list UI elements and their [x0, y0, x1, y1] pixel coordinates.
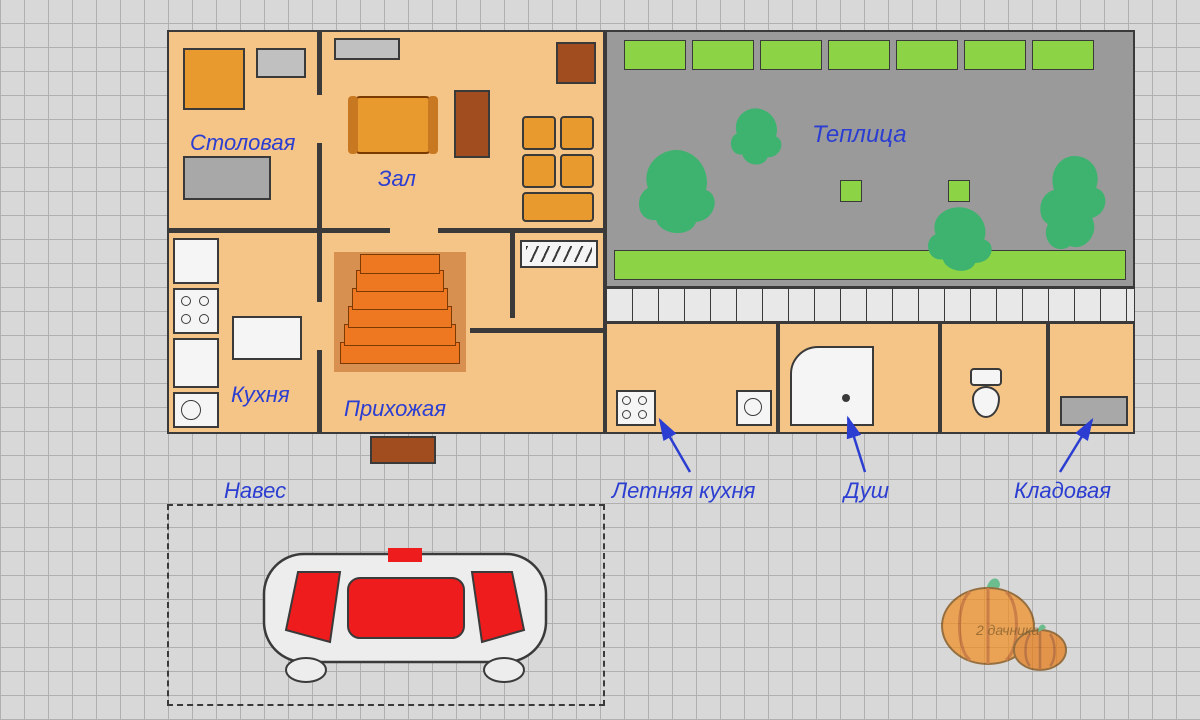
- pumpkin-icon: [936, 566, 1076, 676]
- door-living-hallway: [390, 228, 438, 233]
- wall-horizontal-mid: [167, 228, 605, 233]
- bed-top-3: [760, 40, 822, 70]
- skitchen-stove: [616, 390, 656, 426]
- kitchen-counter-2: [173, 338, 219, 388]
- living-table: [454, 90, 490, 158]
- living-shelf-1: [334, 38, 400, 60]
- kitchen-counter-1: [173, 238, 219, 284]
- living-ottoman-3: [522, 154, 556, 188]
- label-shower: Душ: [844, 478, 889, 504]
- living-cabinet: [556, 42, 596, 84]
- living-ottoman-5: [522, 192, 594, 222]
- plant-3: [914, 200, 1004, 272]
- sk-sink-basin: [744, 398, 762, 416]
- plant-1: [626, 140, 726, 240]
- plant-2: [720, 100, 790, 170]
- bed-top-6: [964, 40, 1026, 70]
- service-div-2: [938, 322, 942, 434]
- kitchen-table: [232, 316, 302, 360]
- door-dining: [317, 95, 322, 143]
- bed-top-5: [896, 40, 958, 70]
- kitchen-stove: [173, 288, 219, 334]
- bed-top-1: [624, 40, 686, 70]
- walkway: [605, 288, 1135, 322]
- kitchen-burner-3: [181, 314, 191, 324]
- sk-burner-3: [622, 410, 631, 419]
- shower-drain: [842, 394, 850, 402]
- stair-6: [360, 254, 440, 274]
- toilet-tank: [970, 368, 1002, 386]
- living-ottoman-4: [560, 154, 594, 188]
- living-sofa-arm-l: [348, 96, 358, 154]
- watermark-text: 2 дачника: [976, 622, 1039, 638]
- bed-top-7: [1032, 40, 1094, 70]
- kitchen-sink-basin: [181, 400, 201, 420]
- living-ottoman-2: [560, 116, 594, 150]
- bed-top-4: [828, 40, 890, 70]
- service-div-3: [1046, 322, 1050, 434]
- wall-living-right: [510, 228, 515, 318]
- kitchen-burner-2: [199, 296, 209, 306]
- floor-plan: Столовая Зал Кухня Прихожая Навес Теплиц…: [0, 0, 1200, 720]
- entrance-step: [370, 436, 436, 464]
- kitchen-burner-4: [199, 314, 209, 324]
- car-icon: [258, 530, 552, 686]
- plant-box-2: [948, 180, 970, 202]
- dining-table: [183, 48, 245, 110]
- hallway-window-glazing: [526, 246, 592, 262]
- bed-top-2: [692, 40, 754, 70]
- label-storage: Кладовая: [1014, 478, 1111, 504]
- living-sofa-arm-r: [428, 96, 438, 154]
- shower-tray: [790, 346, 874, 426]
- living-ottoman-1: [522, 116, 556, 150]
- door-kitchen: [317, 302, 322, 350]
- sk-burner-2: [638, 396, 647, 405]
- kitchen-burner-1: [181, 296, 191, 306]
- wall-hallway-right: [470, 328, 605, 333]
- label-skitchen: Летняя кухня: [612, 478, 755, 504]
- plant-box-1: [840, 180, 862, 202]
- living-sofa: [354, 96, 432, 154]
- dining-sideboard: [256, 48, 306, 78]
- service-div-1: [776, 322, 780, 434]
- storage-shelf: [1060, 396, 1128, 426]
- sk-burner-1: [622, 396, 631, 405]
- sk-burner-4: [638, 410, 647, 419]
- label-canopy: Навес: [224, 478, 286, 504]
- plant-4: [1034, 150, 1114, 260]
- dining-bench: [183, 156, 271, 200]
